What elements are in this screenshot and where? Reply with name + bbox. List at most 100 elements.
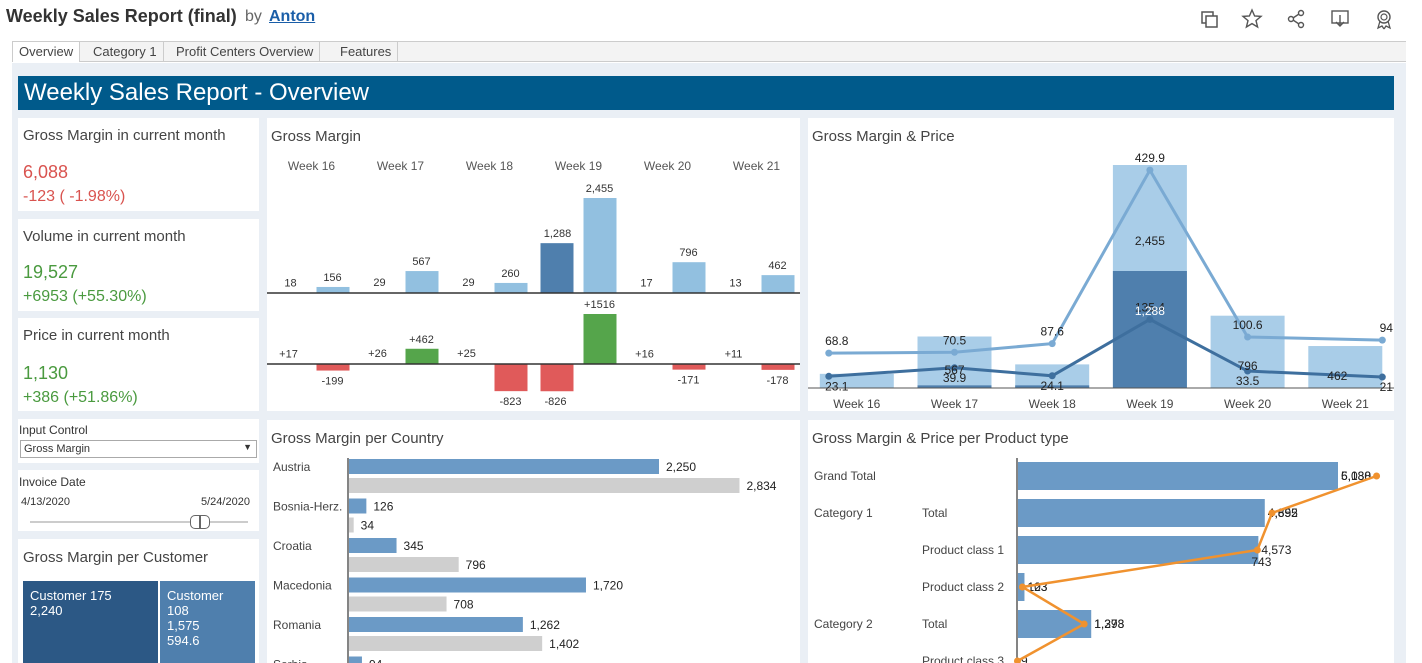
bar-previous bbox=[349, 517, 354, 533]
price-label: 68.8 bbox=[825, 334, 849, 348]
treemap-cell[interactable]: Customer 175 2,240 bbox=[23, 581, 158, 663]
date-slider-handle-start[interactable] bbox=[190, 515, 200, 529]
bar-label: 462 bbox=[1327, 369, 1347, 383]
bar-label-current: 462 bbox=[768, 260, 786, 272]
kpi-label: Price in current month bbox=[23, 327, 170, 344]
kpi-price: Price in current month 1,130 +386 (+51.8… bbox=[18, 318, 259, 411]
country-label: Bosnia-Herz. bbox=[273, 500, 342, 514]
group-label: Category 1 bbox=[814, 506, 873, 520]
country-title: Gross Margin per Country bbox=[271, 430, 444, 447]
week-label: Week 19 bbox=[1126, 397, 1173, 411]
week-label: Week 19 bbox=[555, 159, 602, 173]
product-title: Gross Margin & Price per Product type bbox=[812, 430, 1069, 447]
bar-label: 1,393 bbox=[1094, 617, 1124, 631]
bar bbox=[1018, 462, 1338, 490]
share-icon[interactable] bbox=[1285, 8, 1307, 30]
country-chart: Austria 2,250 2,834 Bosnia-Herz. 126 34 Croati… bbox=[273, 458, 777, 663]
treemap-cell-value-2: 594.6 bbox=[167, 633, 200, 648]
price-prev-label: 24.1 bbox=[1041, 379, 1065, 393]
tab-overview[interactable]: Overview bbox=[12, 42, 81, 62]
price-prev-label: 23.1 bbox=[825, 379, 849, 393]
bar-label-previous: 18 bbox=[284, 277, 296, 289]
bar-label: 34 bbox=[361, 519, 375, 533]
item-label: Total bbox=[922, 617, 947, 631]
diff-bar bbox=[540, 364, 574, 392]
bar-current bbox=[583, 198, 617, 293]
week-label: Week 21 bbox=[1322, 397, 1369, 411]
bar bbox=[1018, 536, 1259, 564]
bar-current bbox=[672, 262, 706, 293]
country-panel: Gross Margin per Country Austria 2,250 2,8… bbox=[267, 420, 800, 663]
price-point bbox=[1018, 583, 1026, 591]
country-label: Austria bbox=[273, 460, 311, 474]
price-point bbox=[1268, 509, 1276, 517]
diff-label: -178 bbox=[766, 375, 788, 387]
bar-current bbox=[1210, 315, 1285, 388]
bar-previous bbox=[540, 243, 574, 293]
workbook-title: Weekly Sales Report (final) bbox=[6, 6, 237, 26]
kpi-label: Gross Margin in current month bbox=[23, 127, 226, 144]
kpi-value: 6,088 bbox=[23, 162, 69, 182]
date-slider-track[interactable] bbox=[30, 521, 248, 523]
bar-label: 2,250 bbox=[666, 460, 696, 474]
gm-price-panel: Gross Margin & Price Week 16 Week 17 Week … bbox=[808, 118, 1394, 411]
bar-label-current: 260 bbox=[501, 268, 519, 280]
bar-label-previous: 29 bbox=[462, 277, 474, 289]
bar-label-current: 567 bbox=[412, 256, 430, 268]
bar-label-previous: 17 bbox=[640, 277, 652, 289]
gm-price-title: Gross Margin & Price bbox=[812, 128, 955, 145]
tab-features[interactable]: Features bbox=[334, 42, 399, 62]
treemap-cell[interactable]: Customer 108 1,575 594.6 bbox=[160, 581, 255, 663]
bar-label-previous: 29 bbox=[373, 277, 385, 289]
price-point bbox=[1373, 472, 1381, 480]
input-control-select[interactable]: Gross Margin ▼ bbox=[20, 440, 257, 458]
diff-label: -826 bbox=[544, 396, 566, 408]
kpi-value: 1,130 bbox=[23, 363, 69, 383]
gross-margin-chart: Week 16 18 156 Week 17 29 567 Week 18 29 260 Week… bbox=[267, 159, 800, 408]
diff-bar bbox=[316, 364, 350, 371]
group-label: Grand Total bbox=[814, 469, 876, 483]
price-current-line-point bbox=[825, 349, 833, 357]
bar-current bbox=[405, 271, 439, 293]
bar-current bbox=[349, 656, 362, 663]
chevron-down-icon: ▼ bbox=[243, 442, 252, 452]
price-prev-label: 135.4 bbox=[1135, 300, 1165, 314]
week-label: Week 18 bbox=[466, 159, 513, 173]
author-link[interactable]: Anton bbox=[269, 8, 316, 25]
diff-label: +462 bbox=[409, 334, 434, 346]
dashboard-banner: Weekly Sales Report - Overview bbox=[18, 76, 1394, 110]
tab-category-1[interactable]: Category 1 bbox=[87, 42, 164, 62]
bar-previous bbox=[917, 385, 992, 388]
duplicate-icon[interactable] bbox=[1198, 8, 1220, 30]
price-previous-line-point bbox=[951, 364, 958, 372]
diff-bar bbox=[761, 364, 795, 370]
tab-profit-centers-overview[interactable]: Profit Centers Overview bbox=[170, 42, 321, 62]
price-current-line bbox=[828, 167, 1383, 355]
download-icon[interactable] bbox=[1329, 8, 1351, 30]
price-label: 87.6 bbox=[1041, 325, 1065, 339]
country-label: Macedonia bbox=[273, 579, 332, 593]
star-icon[interactable] bbox=[1241, 8, 1263, 30]
invoice-date-label: Invoice Date bbox=[19, 475, 86, 489]
date-slider-handle-end[interactable] bbox=[200, 515, 210, 529]
bar-current bbox=[917, 336, 992, 388]
price-label: 429.9 bbox=[1135, 151, 1165, 165]
country-label: Croatia bbox=[273, 539, 312, 553]
bar-current bbox=[349, 538, 397, 553]
bar-label: 1,720 bbox=[593, 579, 623, 593]
price-current-line-point bbox=[1244, 333, 1252, 341]
price-label: 94.5 bbox=[1380, 321, 1394, 335]
bar-current bbox=[349, 617, 523, 632]
bar-label: 1,262 bbox=[530, 618, 560, 632]
bar-label: 796 bbox=[466, 558, 486, 572]
price-point bbox=[1253, 546, 1261, 554]
bar-label: 2,455 bbox=[1135, 234, 1165, 248]
diff-label: +26 bbox=[368, 348, 387, 360]
price-previous-line-point bbox=[825, 372, 833, 380]
badge-icon[interactable] bbox=[1373, 8, 1395, 30]
bar-current bbox=[1308, 346, 1383, 388]
diff-label: +1516 bbox=[584, 299, 615, 311]
sheet-tabs: Overview Category 1 Profit Centers Overv… bbox=[12, 41, 1406, 62]
diff-bar bbox=[405, 348, 439, 364]
input-control-value: Gross Margin bbox=[24, 443, 91, 455]
